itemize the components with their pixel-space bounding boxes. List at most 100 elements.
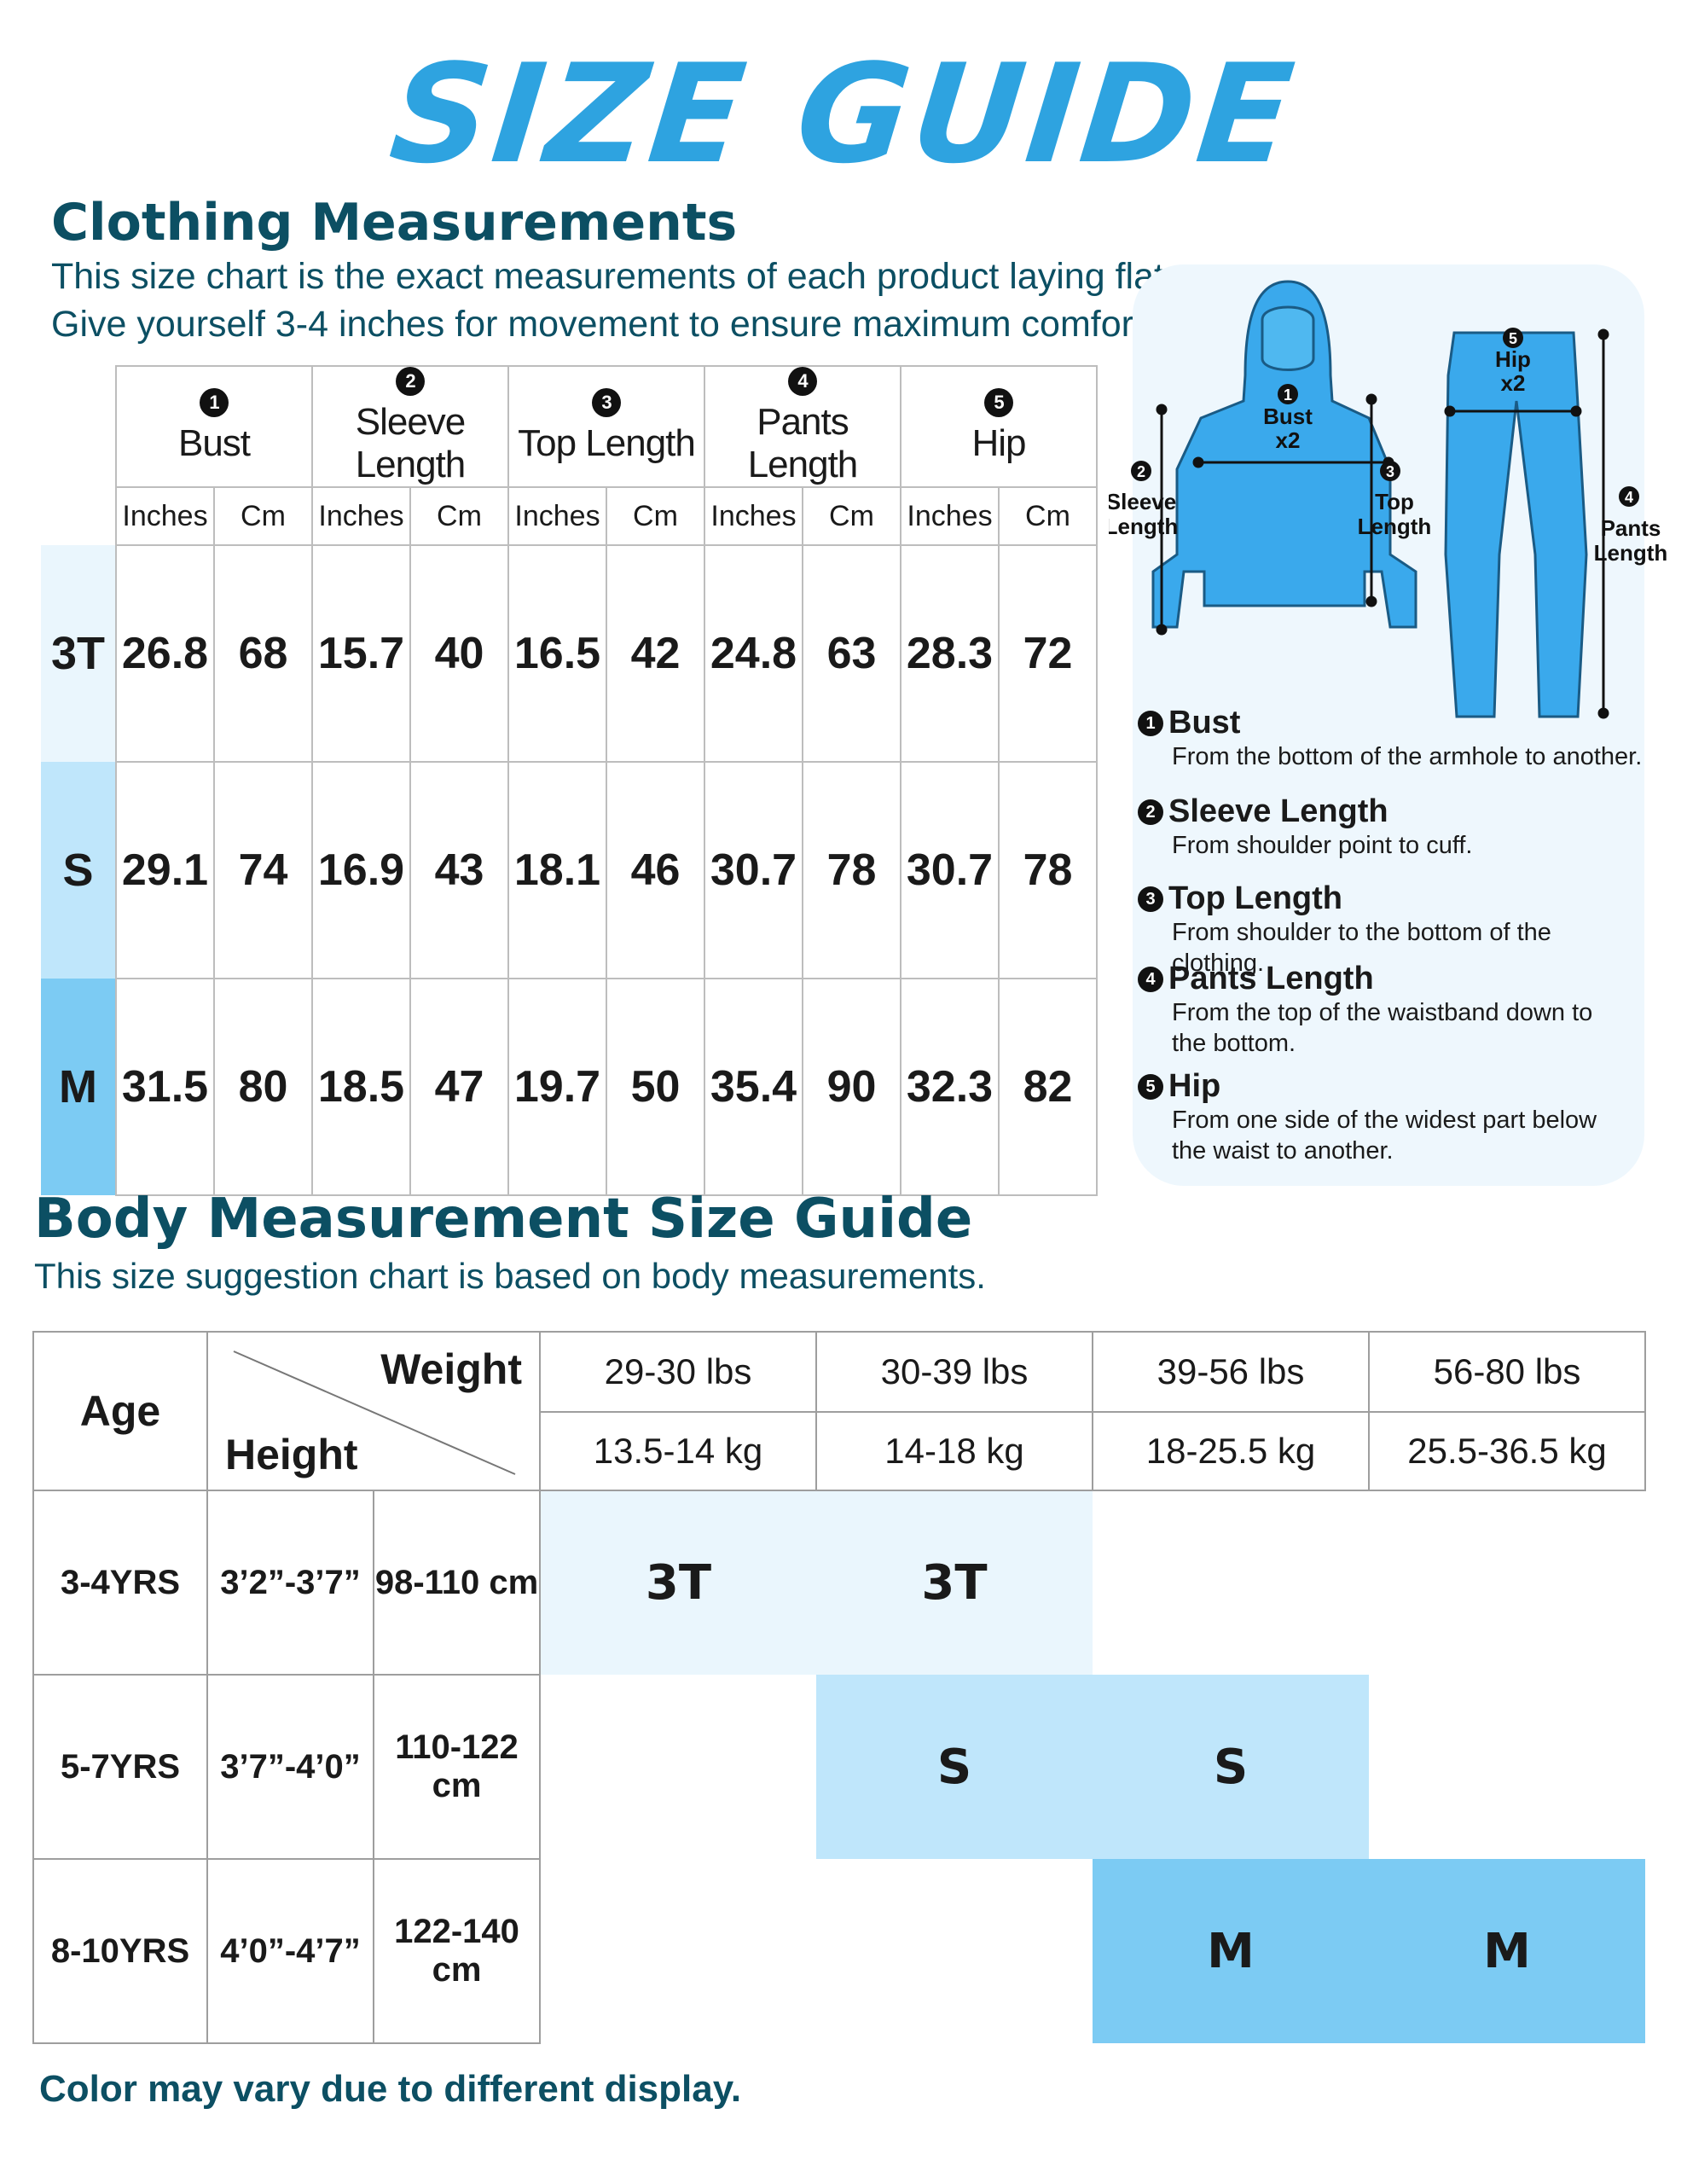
body-size-table: Age Weight Height 29-30 lbs 30-39 lbs 39… [32, 1331, 1646, 2044]
table-row: M 31.5 80 18.5 47 19.7 50 35.4 90 32.3 8… [41, 978, 1098, 1196]
bullet-hip: 5 Hip From one side of the widest part be… [1138, 1068, 1615, 1166]
bust-cm: 74 [213, 761, 313, 979]
svg-text:Length: Length [1358, 514, 1432, 539]
size-m-cell: M [1093, 1859, 1369, 2043]
height-ft-cell: 3’7”-4’0” [206, 1674, 374, 1860]
size-3t-cell: 3T [540, 1490, 816, 1675]
size-s-cell: S [816, 1675, 1093, 1859]
col-bust: 1 Bust [115, 365, 313, 488]
unit-inches: Inches [900, 486, 1000, 546]
garment-diagram: 1 Bust x2 5 Hip x2 2 Sleeve Length 3 Top… [1109, 280, 1668, 719]
age-header: Age [32, 1331, 208, 1491]
clothing-note-2: Give yourself 3-4 inches for movement to… [51, 304, 1154, 345]
size-s-cell: S [1093, 1675, 1369, 1859]
table-row: 3-4YRS 3’2”-3’7” 98-110 cm 3T 3T [32, 1490, 1645, 1676]
hip-cm: 82 [998, 978, 1098, 1196]
svg-text:Hip: Hip [1495, 346, 1531, 372]
size-label: S [41, 762, 116, 979]
unit-cm: Cm [606, 486, 705, 546]
sleeve-cm: 43 [409, 761, 509, 979]
svg-text:Bust: Bust [1263, 404, 1313, 429]
page-title: SIZE GUIDE [383, 34, 1304, 194]
bullet-sleeve-length: 2 Sleeve Length From shoulder point to cu… [1138, 793, 1649, 861]
weight-lbs-3: 39-56 lbs [1092, 1331, 1370, 1413]
footer-note: Color may vary due to different display. [39, 2068, 742, 2110]
weight-lbs-4: 56-80 lbs [1368, 1331, 1646, 1413]
bust-in: 26.8 [115, 544, 215, 763]
svg-text:Length: Length [1594, 540, 1668, 566]
svg-text:Sleeve: Sleeve [1109, 489, 1176, 514]
svg-text:Length: Length [1109, 514, 1178, 539]
bust-cm: 68 [213, 544, 313, 763]
hip-in: 30.7 [900, 761, 1000, 979]
col-top-length: 3 Top Length [507, 365, 705, 488]
table-row: 8-10YRS 4’0”-4’7” 122-140 cm M M [32, 1858, 1645, 2044]
svg-text:4: 4 [1625, 489, 1633, 506]
bust-cm: 80 [213, 978, 313, 1196]
table-row: 3T 26.8 68 15.7 40 16.5 42 24.8 63 28.3 … [41, 544, 1098, 763]
height-ft-cell: 3’2”-3’7” [206, 1490, 374, 1676]
corner-cell [41, 366, 116, 487]
svg-text:2: 2 [1137, 463, 1145, 480]
weight-kg-1: 13.5-14 kg [539, 1411, 817, 1491]
body-note: This size suggestion chart is based on b… [34, 1256, 986, 1296]
bullet-bust: 1 Bust From the bottom of the armhole to … [1138, 705, 1649, 772]
weight-kg-3: 18-25.5 kg [1092, 1411, 1370, 1491]
sleeve-cm: 47 [409, 978, 509, 1196]
sleeve-in: 16.9 [311, 761, 411, 979]
unit-inches: Inches [704, 486, 803, 546]
svg-text:Top: Top [1375, 489, 1414, 514]
height-cm-cell: 122-140 cm [373, 1858, 541, 2044]
hip-in: 32.3 [900, 978, 1000, 1196]
pants-in: 30.7 [704, 761, 803, 979]
top-cm: 42 [606, 544, 705, 763]
size-label: M [41, 979, 116, 1195]
weight-lbs-1: 29-30 lbs [539, 1331, 817, 1413]
hip-cm: 72 [998, 544, 1098, 763]
weight-lbs-2: 30-39 lbs [815, 1331, 1093, 1413]
bullet-top-length: 3 Top Length From shoulder to the bottom … [1138, 880, 1649, 979]
pants-cm: 78 [802, 761, 901, 979]
clothing-table: 1 Bust 2 Sleeve Length 3 Top Length 4 Pants … [41, 365, 1098, 1196]
unit-inches: Inches [311, 486, 411, 546]
clothing-note-1: This size chart is the exact measurement… [51, 256, 1174, 297]
col-hip: 5 Hip [900, 365, 1098, 488]
age-cell: 5-7YRS [32, 1674, 208, 1860]
bullet-pants-length: 4 Pants Length From the top of the waistb… [1138, 961, 1615, 1059]
pants-cm: 90 [802, 978, 901, 1196]
top-cm: 46 [606, 761, 705, 979]
age-cell: 3-4YRS [32, 1490, 208, 1676]
weight-kg-2: 14-18 kg [815, 1411, 1093, 1491]
sleeve-in: 18.5 [311, 978, 411, 1196]
height-cm-cell: 98-110 cm [373, 1490, 541, 1676]
weight-height-header: Weight Height [206, 1331, 541, 1491]
unit-cm: Cm [802, 486, 901, 546]
svg-text:3: 3 [1386, 463, 1394, 480]
sleeve-in: 15.7 [311, 544, 411, 763]
hoodie-illustration [1151, 280, 1417, 629]
age-cell: 8-10YRS [32, 1858, 208, 2044]
unit-cm: Cm [213, 486, 313, 546]
svg-text:1: 1 [1284, 386, 1292, 404]
unit-inches: Inches [507, 486, 607, 546]
top-in: 16.5 [507, 544, 607, 763]
hip-cm: 78 [998, 761, 1098, 979]
col-pants-length: 4 Pants Length [704, 365, 901, 488]
pants-in: 35.4 [704, 978, 803, 1196]
bust-in: 29.1 [115, 761, 215, 979]
svg-text:Pants: Pants [1601, 515, 1661, 541]
height-ft-cell: 4’0”-4’7” [206, 1858, 374, 2044]
unit-inches: Inches [115, 486, 215, 546]
size-label: 3T [41, 545, 116, 762]
weight-kg-4: 25.5-36.5 kg [1368, 1411, 1646, 1491]
svg-text:5: 5 [1509, 330, 1517, 347]
top-in: 18.1 [507, 761, 607, 979]
sleeve-cm: 40 [409, 544, 509, 763]
size-m-cell: M [1369, 1859, 1645, 2043]
hip-in: 28.3 [900, 544, 1000, 763]
top-cm: 50 [606, 978, 705, 1196]
height-cm-cell: 110-122 cm [373, 1674, 541, 1860]
size-3t-cell: 3T [816, 1490, 1093, 1675]
table-row: 5-7YRS 3’7”-4’0” 110-122 cm S S [32, 1674, 1645, 1860]
col-sleeve-length: 2 Sleeve Length [311, 365, 509, 488]
